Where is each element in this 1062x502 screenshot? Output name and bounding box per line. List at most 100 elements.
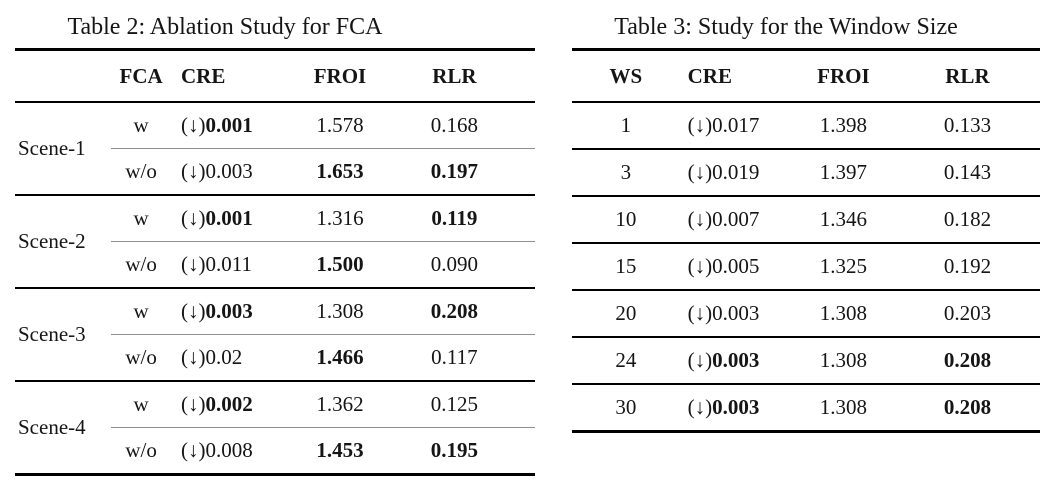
table3-container: Table 3: Study for the Window Size WS CR… xyxy=(572,6,1040,433)
rlr-cell: 0.133 xyxy=(894,102,1040,150)
scene-label: Scene-3 xyxy=(15,288,112,382)
rlr-cell: 0.090 xyxy=(373,241,535,289)
col-header-ws: WS xyxy=(572,49,680,103)
scene-label: Scene-1 xyxy=(15,102,112,196)
cre-cell: (↓)0.001 xyxy=(170,195,307,242)
ws-cell: 1 xyxy=(572,102,680,150)
froi-cell: 1.308 xyxy=(306,288,374,335)
ws-cell: 3 xyxy=(572,149,680,197)
cre-cell: (↓)0.019 xyxy=(679,149,792,197)
froi-cell: 1.578 xyxy=(306,102,374,149)
table3-window-size-study: WS CRE FROI RLR 1 (↓)0.017 1.398 0.133 3… xyxy=(572,48,1040,433)
froi-cell: 1.308 xyxy=(791,384,895,433)
cre-value: 0.019 xyxy=(712,160,760,184)
rlr-cell: 0.119 xyxy=(373,195,535,242)
col-header-froi: FROI xyxy=(791,49,895,103)
cre-cell: (↓)0.003 xyxy=(679,337,792,385)
cre-cell: (↓)0.003 xyxy=(170,148,307,196)
table2-caption: Table 2: Ablation Study for FCA xyxy=(67,14,383,40)
down-arrow-icon: (↓) xyxy=(687,254,713,278)
cre-cell: (↓)0.007 xyxy=(679,196,792,244)
rlr-cell: 0.197 xyxy=(373,148,535,196)
froi-cell: 1.500 xyxy=(306,241,374,289)
cre-value: 0.017 xyxy=(712,113,760,137)
rlr-cell: 0.192 xyxy=(894,243,1040,291)
down-arrow-icon: (↓) xyxy=(180,299,206,323)
table-row: Scene-1 w (↓)0.001 1.578 0.168 xyxy=(15,102,535,196)
cre-cell: (↓)0.008 xyxy=(170,427,307,476)
froi-cell: 1.346 xyxy=(791,196,895,244)
fca-cell: w xyxy=(111,381,171,428)
table-row: w/o (↓)0.003 1.653 0.197 xyxy=(15,148,535,196)
down-arrow-icon: (↓) xyxy=(180,159,206,183)
rlr-cell: 0.117 xyxy=(373,334,535,382)
rlr-cell: 0.168 xyxy=(373,102,535,149)
col-header-cre: CRE xyxy=(679,49,792,103)
rlr-cell: 0.182 xyxy=(894,196,1040,244)
down-arrow-icon: (↓) xyxy=(687,301,713,325)
cre-value: 0.011 xyxy=(205,252,252,276)
froi-cell: 1.325 xyxy=(791,243,895,291)
rlr-cell: 0.208 xyxy=(373,288,535,335)
froi-cell: 1.316 xyxy=(306,195,374,242)
fca-cell: w/o xyxy=(111,148,171,196)
ws-cell: 24 xyxy=(572,337,680,385)
cre-value: 0.003 xyxy=(205,299,253,323)
froi-cell: 1.653 xyxy=(306,148,374,196)
down-arrow-icon: (↓) xyxy=(180,392,206,416)
rlr-cell: 0.195 xyxy=(373,427,535,476)
table-row: 15 (↓)0.005 1.325 0.192 xyxy=(572,243,1040,291)
table-row: w/o (↓)0.008 1.453 0.195 xyxy=(15,427,535,476)
down-arrow-icon: (↓) xyxy=(687,395,713,419)
table-row: 1 (↓)0.017 1.398 0.133 xyxy=(572,102,1040,150)
fca-cell: w/o xyxy=(111,241,171,289)
table2-header-row: FCA CRE FROI RLR xyxy=(15,49,535,103)
col-header-froi: FROI xyxy=(306,49,374,103)
down-arrow-icon: (↓) xyxy=(687,160,713,184)
col-header-fca: FCA xyxy=(111,49,171,103)
fca-cell: w/o xyxy=(111,334,171,382)
froi-cell: 1.466 xyxy=(306,334,374,382)
cre-value: 0.005 xyxy=(712,254,760,278)
down-arrow-icon: (↓) xyxy=(687,348,713,372)
ws-cell: 15 xyxy=(572,243,680,291)
scene-label: Scene-4 xyxy=(15,381,112,476)
col-header-cre: CRE xyxy=(170,49,307,103)
ws-cell: 30 xyxy=(572,384,680,433)
froi-cell: 1.308 xyxy=(791,290,895,338)
rlr-cell: 0.125 xyxy=(373,381,535,428)
col-header-rlr: RLR xyxy=(373,49,535,103)
table-row: 10 (↓)0.007 1.346 0.182 xyxy=(572,196,1040,244)
down-arrow-icon: (↓) xyxy=(180,345,206,369)
cre-value: 0.008 xyxy=(205,438,253,462)
rlr-cell: 0.143 xyxy=(894,149,1040,197)
rlr-cell: 0.208 xyxy=(894,337,1040,385)
fca-cell: w xyxy=(111,195,171,242)
rlr-cell: 0.208 xyxy=(894,384,1040,433)
table-row: Scene-2 w (↓)0.001 1.316 0.119 xyxy=(15,195,535,289)
cre-value: 0.001 xyxy=(205,206,253,230)
col-header-rlr: RLR xyxy=(894,49,1040,103)
table2-container: Table 2: Ablation Study for FCA FCA CRE … xyxy=(15,6,535,476)
cre-cell: (↓)0.003 xyxy=(679,384,792,433)
fca-cell: w/o xyxy=(111,427,171,476)
table-row: 24 (↓)0.003 1.308 0.208 xyxy=(572,337,1040,385)
table-row: w/o (↓)0.011 1.500 0.090 xyxy=(15,241,535,289)
froi-cell: 1.453 xyxy=(306,427,374,476)
table-row: w/o (↓)0.02 1.466 0.117 xyxy=(15,334,535,382)
ws-cell: 20 xyxy=(572,290,680,338)
table-row: Scene-3 w (↓)0.003 1.308 0.208 xyxy=(15,288,535,382)
table-row: 30 (↓)0.003 1.308 0.208 xyxy=(572,384,1040,433)
fca-cell: w xyxy=(111,288,171,335)
table-row: Scene-4 w (↓)0.002 1.362 0.125 xyxy=(15,381,535,476)
scene-label: Scene-2 xyxy=(15,195,112,289)
table-row: 3 (↓)0.019 1.397 0.143 xyxy=(572,149,1040,197)
cre-cell: (↓)0.011 xyxy=(170,241,307,289)
cre-value: 0.002 xyxy=(205,392,253,416)
cre-cell: (↓)0.001 xyxy=(170,102,307,149)
cre-value: 0.003 xyxy=(712,395,760,419)
cre-cell: (↓)0.017 xyxy=(679,102,792,150)
rlr-cell: 0.203 xyxy=(894,290,1040,338)
cre-cell: (↓)0.003 xyxy=(679,290,792,338)
cre-value: 0.007 xyxy=(712,207,760,231)
